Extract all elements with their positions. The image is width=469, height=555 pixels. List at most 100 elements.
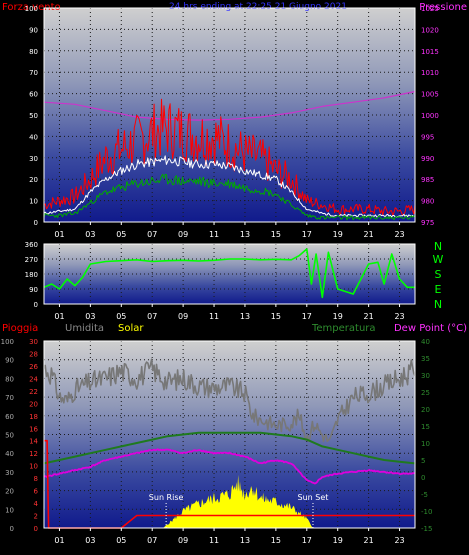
humidity-y-tick-label: 30 <box>5 469 14 477</box>
pressure-y-tick-label: 1000 <box>421 112 439 120</box>
rain-y-tick-label: 8 <box>34 475 38 483</box>
pressure-y-tick-label: 1010 <box>421 69 439 77</box>
rain-y-tick-label: 20 <box>29 400 38 408</box>
direction-panel-x-tick-label: 21 <box>364 312 374 321</box>
wind-panel-x-tick-label: 11 <box>209 230 219 239</box>
wind-panel-x-tick-label: 09 <box>178 230 188 239</box>
wind-panel-title: 24 hrs ending at 22:25 21 Giugno 2021 <box>169 2 347 12</box>
humidity-y-tick-label: 100 <box>1 338 14 346</box>
direction-panel-x-tick-label: 07 <box>147 312 157 321</box>
wind-speed-line <box>43 173 416 221</box>
rain-y-tick-label: 14 <box>29 438 38 446</box>
weather-panel-x-tick-label: 01 <box>54 536 64 545</box>
pressure-y-tick-label: 980 <box>421 198 434 206</box>
wind-speed-y-tick-label: 10 <box>29 198 38 206</box>
direction-panel-x-tick-label: 11 <box>209 312 219 321</box>
direction-panel-border <box>43 243 416 305</box>
wind-speed-y-tick-label: 20 <box>29 176 38 184</box>
wind-speed-y-tick-label: 0 <box>34 219 38 227</box>
wind-direction-line <box>43 248 415 299</box>
rain-y-tick-label: 18 <box>29 413 38 421</box>
temperature-y-tick-label: 15 <box>421 423 430 431</box>
weather-panel-background <box>44 341 415 528</box>
pressure-line <box>43 90 416 121</box>
humidity-y-tick-label: 50 <box>5 432 14 440</box>
wind-panel-x-tick-label: 01 <box>54 230 64 239</box>
humidity-y-tick-label: 70 <box>5 394 14 402</box>
temperature-y-tick-label: 10 <box>421 440 430 448</box>
pressure-y-tick-label: 995 <box>421 133 434 141</box>
wind-speed-y-tick-label: 50 <box>29 112 38 120</box>
compass-label: S <box>435 268 442 281</box>
direction-y-tick-label: 0 <box>34 301 38 309</box>
weather-panel-x-tick-label: 19 <box>333 536 343 545</box>
pressure-y-tick-label: 990 <box>421 155 434 163</box>
wind-speed-y-tick-label: 60 <box>29 91 38 99</box>
rain-y-tick-label: 16 <box>29 425 38 433</box>
rain-y-tick-label: 6 <box>34 488 39 496</box>
humidity-y-tick-label: 60 <box>5 413 14 421</box>
temperature-y-tick-label: 40 <box>421 338 430 346</box>
direction-panel-x-tick-label: 19 <box>333 312 343 321</box>
humidity-y-tick-label: 0 <box>10 525 14 533</box>
wind-speed-axis-label: Forza vento <box>2 2 61 13</box>
rain-y-tick-label: 2 <box>34 513 38 521</box>
direction-panel-x-tick-label: 05 <box>116 312 126 321</box>
direction-panel-x-tick-label: 03 <box>85 312 95 321</box>
pressure-y-tick-label: 1025 <box>421 5 439 13</box>
direction-panel-x-tick-label: 13 <box>240 312 250 321</box>
wind-panel-x-tick-label: 23 <box>394 230 404 239</box>
rain-y-tick-label: 12 <box>29 450 38 458</box>
wind-panel-background <box>44 8 415 222</box>
humidity-y-tick-label: 20 <box>5 488 14 496</box>
humidity-line <box>43 358 416 443</box>
wind-speed-y-tick-label: 40 <box>29 133 38 141</box>
pressure-axis-label: Pressione <box>419 2 467 13</box>
weather-panel-x-tick-label: 03 <box>85 536 95 545</box>
weather-panel-x-tick-label: 21 <box>364 536 374 545</box>
wind-speed-y-tick-label: 70 <box>29 69 38 77</box>
wind-panel-x-tick-label: 05 <box>116 230 126 239</box>
compass-label: E <box>435 283 442 296</box>
average-wind-line <box>43 155 416 218</box>
rain-y-tick-label: 0 <box>34 525 38 533</box>
weather-panel-x-tick-label: 17 <box>302 536 312 545</box>
sun-rise-label: Sun Rise <box>149 493 184 502</box>
wind-panel-x-tick-label: 07 <box>147 230 157 239</box>
direction-panel-x-tick-label: 23 <box>394 312 404 321</box>
wind-panel-x-tick-label: 15 <box>271 230 281 239</box>
weather-panel-x-tick-label: 05 <box>116 536 126 545</box>
temperature-y-tick-label: 5 <box>421 457 425 465</box>
wind-panel-border <box>43 7 416 223</box>
humidity-y-tick-label: 90 <box>5 357 14 365</box>
humidity-y-tick-label: 40 <box>5 450 14 458</box>
humidity-y-tick-label: 80 <box>5 375 14 383</box>
wind-panel-x-tick-label: 17 <box>302 230 312 239</box>
wind-speed-y-tick-label: 80 <box>29 48 38 56</box>
weather-panel-x-tick-label: 13 <box>240 536 250 545</box>
wind-speed-y-tick-label: 30 <box>29 155 38 163</box>
weather-panel-x-tick-label: 23 <box>394 536 404 545</box>
direction-y-tick-label: 360 <box>25 241 38 249</box>
direction-panel-x-tick-label: 17 <box>302 312 312 321</box>
rain-y-tick-label: 24 <box>29 375 38 383</box>
temperature-y-tick-label: 0 <box>421 474 425 482</box>
direction-panel-background <box>44 244 415 304</box>
sun-set-label: Sun Set <box>298 493 329 502</box>
wind-panel-x-tick-label: 21 <box>364 230 374 239</box>
weather-panel-border <box>43 340 416 529</box>
gust-line <box>43 98 416 216</box>
weather-panel-x-tick-label: 15 <box>271 536 281 545</box>
compass-label: N <box>434 298 442 311</box>
temperature-y-tick-label: 20 <box>421 406 430 414</box>
solar-axis-label: Solar <box>118 323 144 334</box>
compass-label: W <box>433 253 444 266</box>
dewpoint-axis-label: Dew Point (°C) <box>394 323 467 334</box>
rain-axis-label: Pioggia <box>2 323 38 334</box>
humidity-axis-label: Umidita <box>65 323 104 334</box>
pressure-y-tick-label: 1015 <box>421 48 439 56</box>
pressure-y-tick-label: 985 <box>421 176 434 184</box>
temperature-y-tick-label: -15 <box>421 525 432 533</box>
